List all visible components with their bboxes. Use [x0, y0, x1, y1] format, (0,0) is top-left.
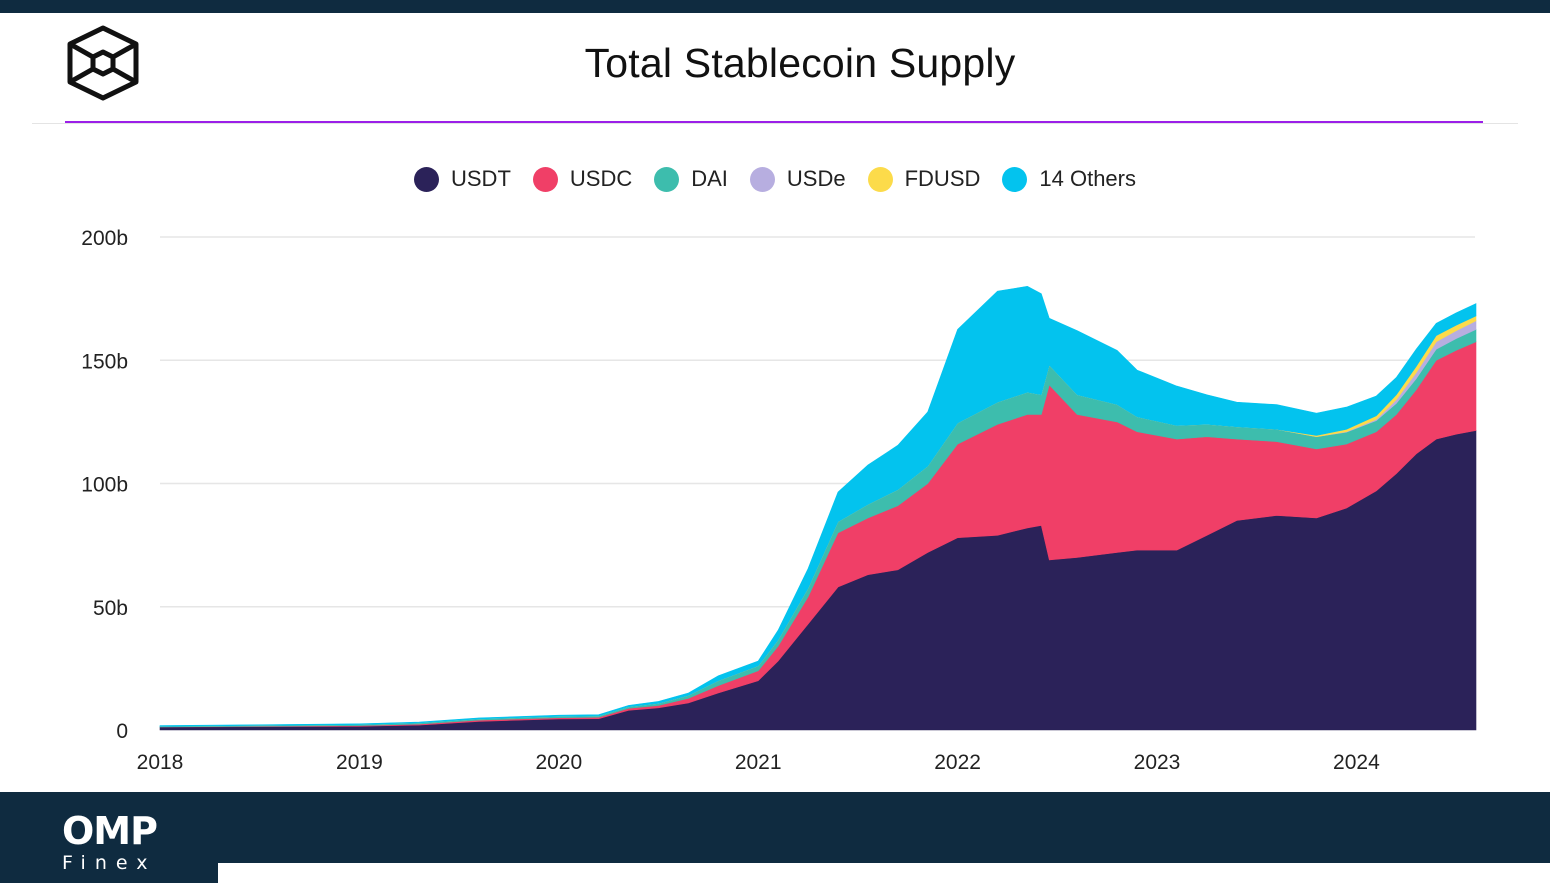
legend-label: USDe — [786, 166, 846, 191]
header-divider — [32, 123, 1518, 124]
legend-label: 14 Others — [1039, 166, 1136, 191]
legend-dot — [654, 166, 680, 192]
legend-label: USDT — [451, 166, 511, 191]
legend-item[interactable]: USDC — [532, 166, 633, 192]
x-tick-label: 2021 — [735, 751, 782, 774]
y-tick-label: 150b — [81, 350, 128, 373]
legend-item[interactable]: 14 Others — [1002, 166, 1136, 192]
the-block-cube-icon — [67, 25, 139, 101]
stacked-area-chart: 0 50b 100b 150b 200b 2018 2019 2020 2021 2022 2023… — [81, 227, 1477, 774]
x-tick-label: 2019 — [336, 751, 383, 774]
y-tick-label: 0 — [116, 720, 128, 743]
legend-dot — [414, 166, 439, 192]
top-bar — [0, 0, 1550, 13]
brand-sub: Finex — [62, 852, 157, 874]
legend-dot — [1002, 166, 1028, 192]
brand-main: OMP — [62, 809, 158, 853]
brand-logo: OMP Finex — [62, 809, 158, 874]
legend-item[interactable]: FDUSD — [867, 166, 981, 192]
footer-white-strip — [218, 863, 1550, 883]
x-tick-label: 2018 — [137, 751, 184, 774]
legend-dot — [867, 166, 893, 192]
x-tick-label: 2024 — [1333, 751, 1380, 774]
x-tick-label: 2023 — [1134, 751, 1181, 774]
accent-line — [65, 121, 1483, 123]
legend-label: DAI — [691, 166, 728, 191]
x-tick-label: 2022 — [934, 751, 981, 774]
chart-legend: USDT USDC DAI USDe FDUSD 14 Others — [0, 166, 1550, 192]
legend-item[interactable]: USDT — [414, 166, 511, 192]
y-tick-label: 100b — [81, 474, 128, 497]
legend-dot — [749, 166, 775, 192]
legend-item[interactable]: DAI — [654, 166, 728, 192]
x-tick-label: 2020 — [535, 751, 582, 774]
legend-dot — [532, 166, 558, 192]
legend-label: FDUSD — [904, 166, 981, 191]
legend-label: USDC — [569, 166, 633, 191]
page-title: Total Stablecoin Supply — [584, 40, 1016, 86]
y-tick-label: 50b — [93, 597, 128, 620]
legend-item[interactable]: USDe — [749, 166, 846, 192]
series-area-14-others — [159, 285, 1477, 727]
y-tick-label: 200b — [81, 227, 128, 250]
